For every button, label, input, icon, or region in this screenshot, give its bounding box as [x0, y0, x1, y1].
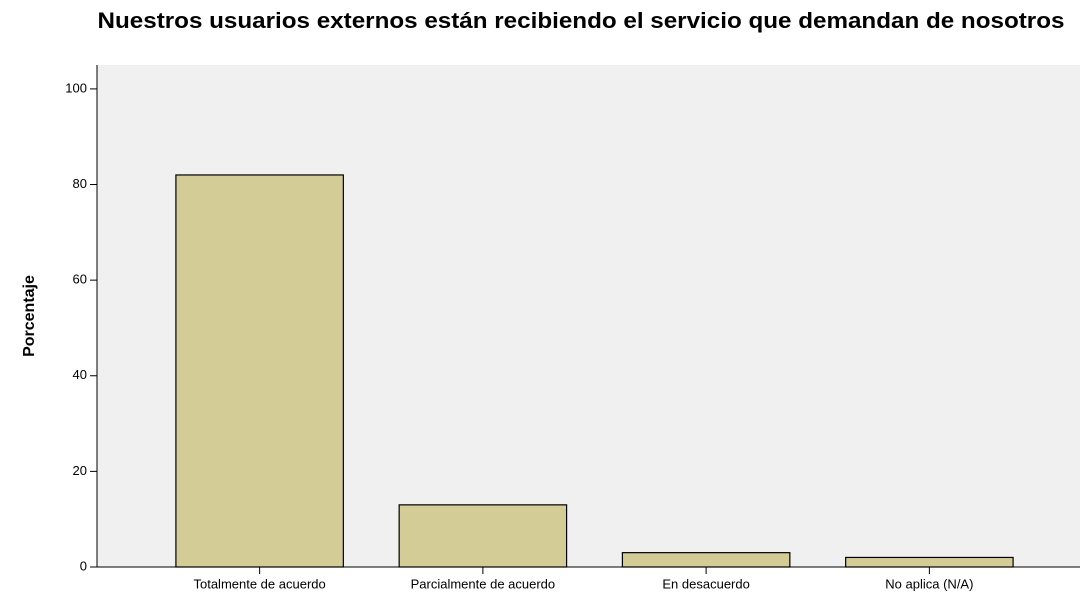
chart-title: Nuestros usuarios externos están recibie… [97, 8, 1065, 33]
x-tick-label: Parcialmente de acuerdo [411, 576, 556, 591]
x-tick-label: Totalmente de acuerdo [193, 576, 325, 591]
x-tick-label: No aplica (N/A) [885, 576, 973, 591]
y-tick-label: 60 [73, 272, 87, 287]
y-tick-label: 100 [65, 80, 87, 95]
y-tick-label: 40 [73, 367, 87, 382]
y-tick-label: 80 [73, 176, 87, 191]
bar [621, 552, 791, 568]
x-tick-label: En desacuerdo [662, 576, 749, 591]
bar [845, 556, 1014, 568]
y-tick-label: 0 [80, 558, 87, 573]
y-tick-label: 20 [73, 463, 87, 478]
y-axis-label: Porcentaje [21, 275, 38, 357]
bar [175, 174, 344, 568]
bar [398, 504, 568, 568]
